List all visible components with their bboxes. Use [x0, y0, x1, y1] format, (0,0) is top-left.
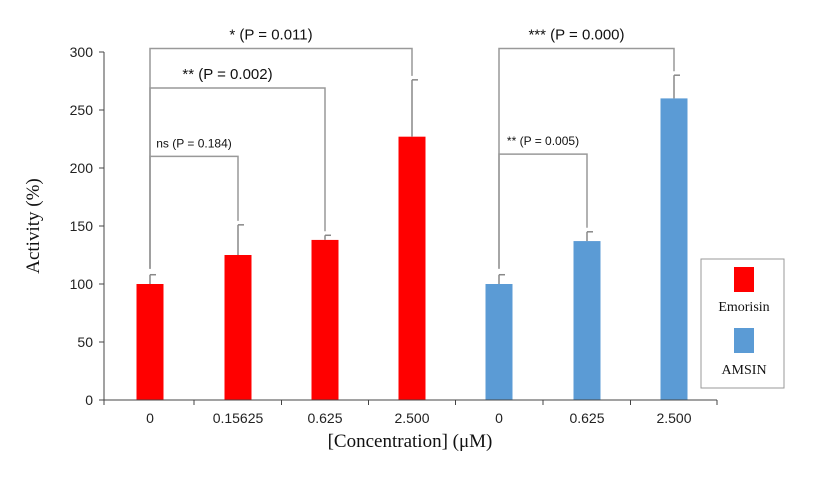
x-tick-label: 0.625 [569, 410, 604, 426]
bar [311, 239, 339, 400]
significance-label: *** (P = 0.000) [528, 27, 624, 44]
bars [136, 74, 688, 401]
y-tick-label: 100 [70, 276, 94, 292]
x-tick-label: 2.500 [394, 410, 429, 426]
x-axis-label: [Concentration] (μM) [328, 431, 493, 452]
legend: Emorisin AMSIN [700, 258, 785, 389]
significance-label: ** (P = 0.002) [182, 66, 272, 83]
x-tick-label: 2.500 [656, 410, 691, 426]
y-ticks: 0 50 100 150 200 250 300 [70, 44, 104, 408]
x-tick-label: 0.15625 [213, 410, 264, 426]
y-tick-label: 150 [70, 218, 94, 234]
bar [224, 255, 252, 400]
significance-label: * (P = 0.011) [229, 27, 312, 44]
bar [485, 284, 513, 400]
y-tick-label: 250 [70, 102, 94, 118]
bar [660, 98, 688, 401]
legend-label-emorisin: Emorisin [718, 300, 769, 315]
y-tick-label: 50 [77, 334, 93, 350]
y-axis-label: Activity (%) [23, 178, 44, 274]
y-tick-label: 200 [70, 160, 94, 176]
x-tick-label: 0 [146, 410, 154, 426]
bar [573, 241, 601, 400]
significance-annotations: * (P = 0.011) ** (P = 0.002) ns (P = 0.184… [149, 27, 675, 269]
significance-bracket [498, 153, 588, 269]
bar [136, 284, 164, 400]
x-tick-label: 0.625 [307, 410, 342, 426]
x-tick-label: 0 [495, 410, 503, 426]
legend-label-amsin: AMSIN [721, 363, 766, 378]
bar [398, 136, 426, 400]
significance-label: ** (P = 0.005) [507, 134, 579, 148]
significance-bracket [149, 155, 239, 269]
legend-swatch-amsin [734, 328, 754, 353]
legend-swatch-emorisin [734, 267, 754, 292]
significance-label: ns (P = 0.184) [156, 136, 232, 150]
x-ticks: 0 0.15625 0.625 2.500 0 0.625 2.500 [103, 400, 718, 426]
y-tick-label: 0 [85, 392, 93, 408]
y-tick-label: 300 [70, 44, 94, 60]
